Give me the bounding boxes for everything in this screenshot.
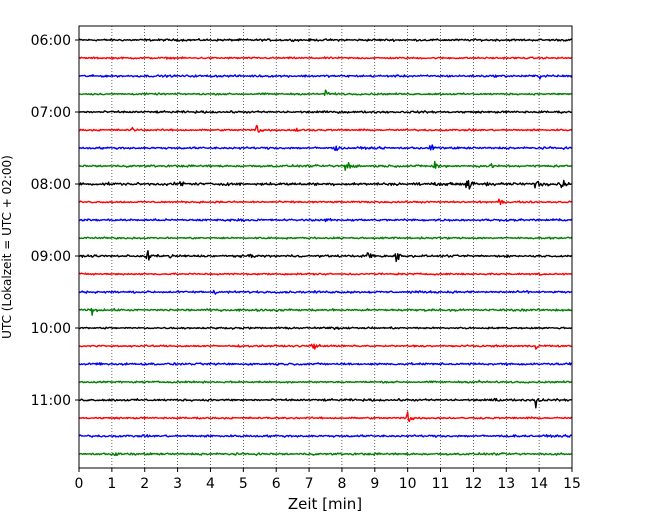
- trace-1115: [78, 411, 573, 423]
- trace-1130: [78, 434, 573, 438]
- trace-1015: [78, 343, 573, 350]
- trace-0930: [78, 289, 573, 295]
- trace-0745: [78, 160, 573, 171]
- x-tick-label: 0: [75, 476, 84, 492]
- trace-0915: [78, 272, 573, 276]
- x-tick-label: 9: [370, 476, 379, 492]
- x-tick-label: 14: [530, 476, 548, 492]
- x-tick-label: 13: [497, 476, 515, 492]
- trace-1030: [78, 362, 573, 366]
- x-tick-label: 3: [173, 476, 182, 492]
- trace-0615: [78, 56, 573, 60]
- y-axis: 06:00 07:00 08:00 09:00 10:00 11:00: [31, 33, 79, 409]
- x-tick-label: 15: [563, 476, 581, 492]
- y-tick-label: 08:00: [31, 177, 71, 193]
- x-tick-label: 10: [399, 476, 417, 492]
- trace-0630: [78, 74, 573, 80]
- trace-0945: [78, 307, 573, 316]
- y-tick-label: 11:00: [31, 393, 71, 409]
- y-axis-label: UTC (Lokalzeit = UTC + 02:00): [0, 155, 14, 339]
- trace-1000: [78, 326, 573, 331]
- x-tick-label: 2: [140, 476, 149, 492]
- x-axis: 0 1 2 3 4 5 6 7 8 9 10 11 12 13 14 15: [75, 468, 581, 492]
- trace-0730: [78, 144, 573, 152]
- x-tick-label: 4: [206, 476, 215, 492]
- trace-0900: [78, 250, 573, 263]
- x-tick-label: 12: [464, 476, 482, 492]
- trace-0830: [78, 217, 573, 223]
- y-tick-label: 10:00: [31, 321, 71, 337]
- y-tick-label: 09:00: [31, 249, 71, 265]
- trace-0645: [78, 89, 573, 96]
- x-tick-label: 8: [337, 476, 346, 492]
- plot-frame: [78, 25, 573, 469]
- trace-0845: [78, 236, 573, 240]
- trace-1045: [78, 379, 573, 384]
- trace-0715: [78, 124, 573, 133]
- x-axis-label: Zeit [min]: [288, 495, 362, 513]
- x-tick-label: 1: [107, 476, 116, 492]
- x-tick-label: 11: [432, 476, 450, 492]
- x-tick-label: 6: [272, 476, 281, 492]
- trace-0700: [78, 110, 573, 114]
- trace-1145: [78, 452, 573, 457]
- y-tick-label: 07:00: [31, 105, 71, 121]
- x-tick-label: 5: [239, 476, 248, 492]
- trace-layer: [78, 38, 573, 457]
- y-tick-label: 06:00: [31, 33, 71, 49]
- trace-0815: [78, 198, 573, 206]
- trace-0600: [78, 38, 573, 43]
- trace-0800: [78, 179, 573, 190]
- x-tick-label: 7: [305, 476, 314, 492]
- trace-1100: [78, 397, 573, 409]
